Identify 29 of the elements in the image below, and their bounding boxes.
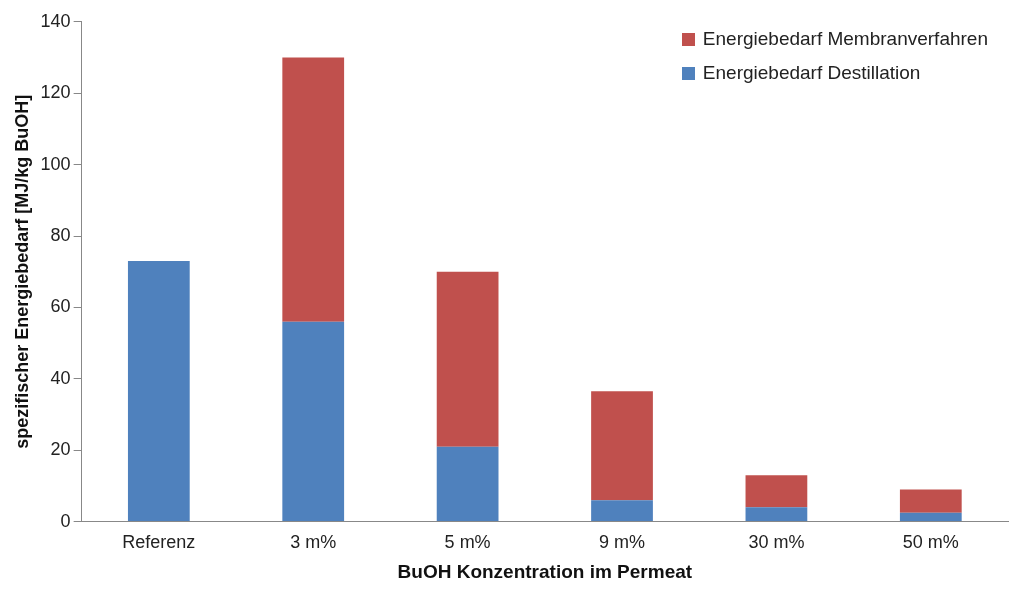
y-tick-label: 60 bbox=[50, 296, 71, 317]
bar bbox=[899, 512, 962, 522]
bar bbox=[282, 321, 345, 522]
x-tick-label: 50 m% bbox=[902, 532, 959, 553]
legend-label: Energiebedarf Destillation bbox=[702, 62, 921, 84]
bar bbox=[591, 500, 653, 522]
bar bbox=[899, 489, 962, 513]
bar bbox=[745, 507, 808, 522]
x-tick-label: 5 m% bbox=[444, 532, 491, 553]
y-tick-label: 20 bbox=[50, 439, 71, 460]
y-tick-label: 0 bbox=[60, 510, 71, 531]
y-tick-label: 140 bbox=[40, 10, 71, 31]
bar bbox=[436, 446, 499, 522]
bar bbox=[436, 271, 499, 447]
y-axis-title: spezifischer Energiebedarf [MJ/kg BuOH] bbox=[11, 94, 32, 449]
y-tick-label: 120 bbox=[40, 82, 71, 103]
x-axis-title: BuOH Konzentration im Permeat bbox=[397, 560, 693, 582]
legend-label: Energiebedarf Membranverfahren bbox=[702, 28, 988, 50]
x-tick-label: 30 m% bbox=[748, 532, 805, 553]
y-tick-label: 100 bbox=[40, 153, 71, 174]
bar bbox=[591, 391, 653, 501]
bar bbox=[127, 260, 190, 522]
x-tick-label: 3 m% bbox=[290, 532, 337, 553]
bar bbox=[745, 475, 808, 508]
bar bbox=[282, 57, 345, 322]
x-tick-label: Referenz bbox=[122, 532, 196, 553]
y-tick-label: 80 bbox=[50, 224, 71, 245]
x-tick-label: 9 m% bbox=[599, 532, 646, 553]
y-tick-label: 40 bbox=[50, 367, 71, 388]
